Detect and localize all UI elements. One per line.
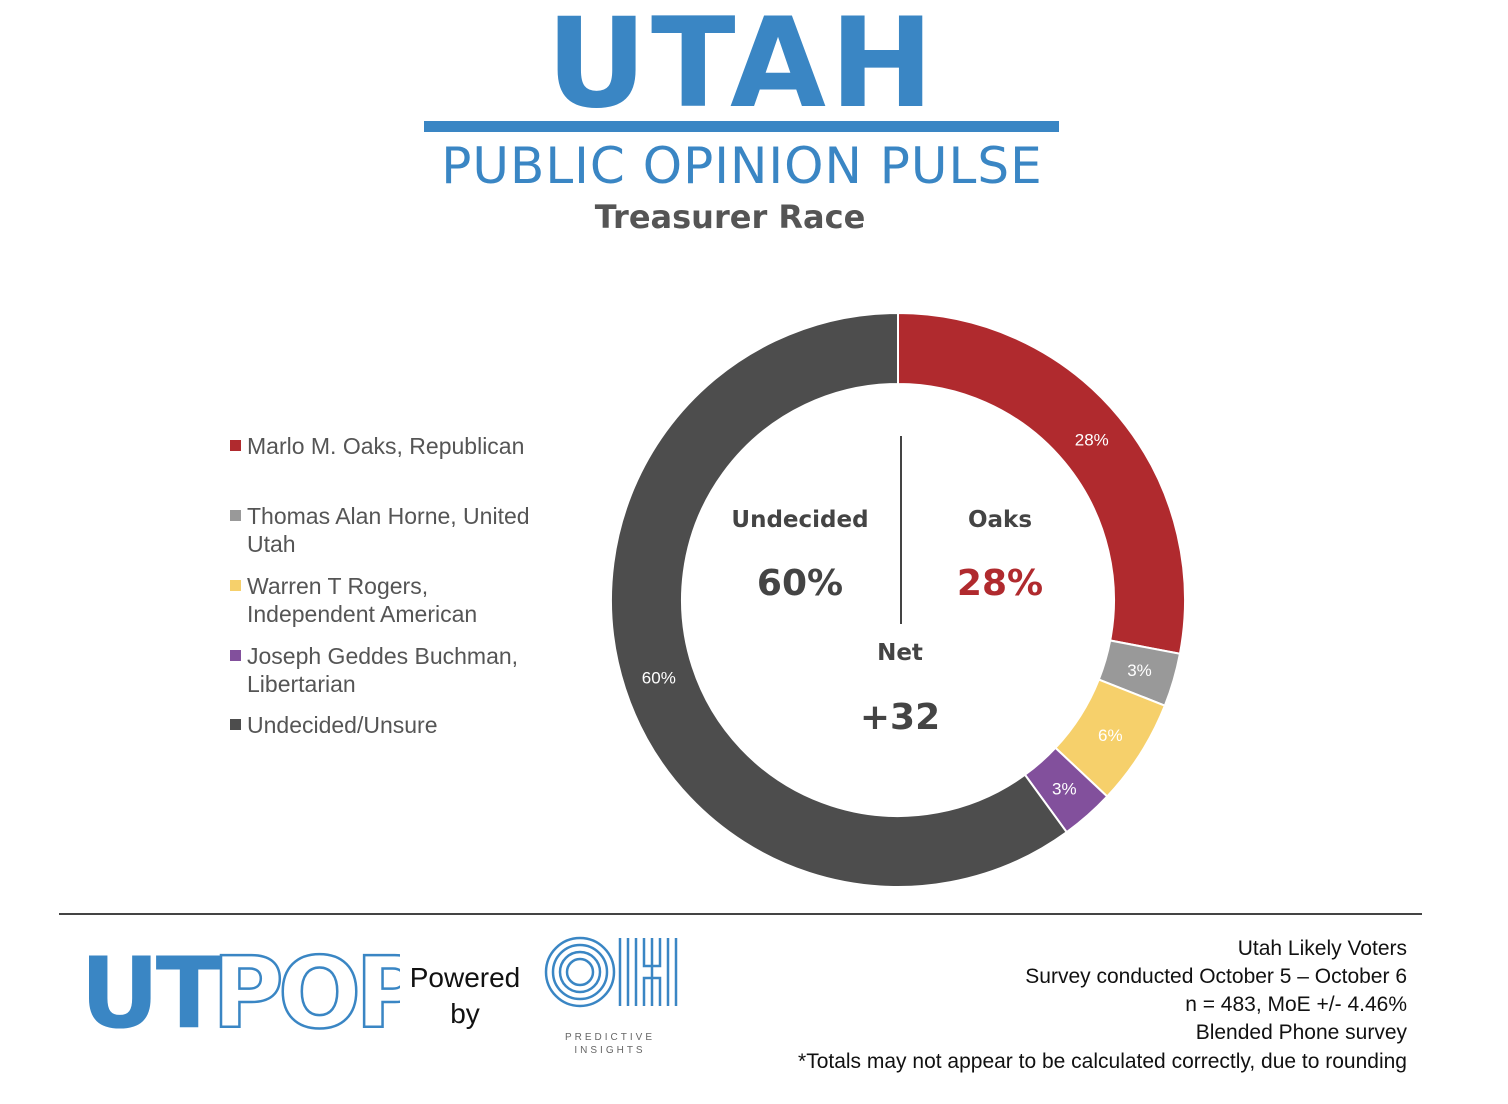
legend-swatch xyxy=(230,440,241,451)
powered-by-line: Powered xyxy=(409,962,521,993)
donut-slices xyxy=(610,311,1186,888)
legend-item-undecided: Undecided/Unsure xyxy=(230,711,550,739)
legend-label: Utah xyxy=(247,531,296,557)
page-subtitle: PUBLIC OPINION PULSE xyxy=(441,137,1043,195)
footnote-sample: n = 483, MoE +/- 4.46% xyxy=(1185,993,1407,1016)
net-value: +32 xyxy=(859,697,941,738)
oh-caption-line: PREDICTIVE xyxy=(564,1032,655,1043)
oh-logo-caption: PREDICTIVE INSIGHTS xyxy=(540,1031,680,1057)
donut-slice-label-0: 28% xyxy=(1075,431,1109,450)
utah-logo-title: UTAH xyxy=(546,0,938,136)
legend-swatch xyxy=(230,510,241,521)
footnote-population: Utah Likely Voters xyxy=(1237,937,1407,960)
footnote-dates: Survey conducted October 5 – October 6 xyxy=(1025,965,1407,988)
legend-swatch xyxy=(230,650,241,661)
donut-slice-label-2: 6% xyxy=(1098,726,1123,745)
legend-label: Thomas Alan Horne, United xyxy=(247,503,530,529)
net-label: Net xyxy=(877,640,923,666)
center-left-value: 60% xyxy=(756,563,844,604)
donut-slice-label-4: 60% xyxy=(642,669,676,688)
legend-item-buchman: Joseph Geddes Buchman, Libertarian xyxy=(230,642,550,698)
legend-label: Libertarian xyxy=(247,671,356,697)
utpop-logo-pop: POP xyxy=(212,943,400,1033)
oh-predictive-insights-logo xyxy=(544,936,678,1008)
legend-swatch xyxy=(230,719,241,730)
legend-label: Joseph Geddes Buchman, xyxy=(247,643,519,669)
utpop-logo-ut: UT xyxy=(80,943,223,1033)
title-divider xyxy=(424,121,1059,132)
chart-title: Treasurer Race xyxy=(594,198,866,236)
center-left-label: Undecided xyxy=(731,507,869,533)
footnote-method: Blended Phone survey xyxy=(1195,1021,1407,1044)
legend-item-horne: Thomas Alan Horne, United Utah xyxy=(230,502,550,558)
legend-swatch xyxy=(230,580,241,591)
utpop-logo: UT POP xyxy=(80,943,400,1033)
powered-by-text: Powered by xyxy=(400,960,530,1032)
center-divider xyxy=(900,436,902,624)
legend-label: Independent American xyxy=(247,601,478,627)
donut-chart: 28% 3% 6% 3% 60% xyxy=(610,311,1186,888)
legend-label: Marlo M. Oaks, Republican xyxy=(247,433,525,459)
footnote-rounding: *Totals may not appear to be calculated … xyxy=(798,1050,1407,1073)
legend-item-oaks: Marlo M. Oaks, Republican xyxy=(230,432,550,460)
donut-slice-label-3: 3% xyxy=(1052,780,1077,799)
center-right-value: 28% xyxy=(956,563,1044,604)
donut-slice-label-1: 3% xyxy=(1127,661,1152,680)
donut-slice-4 xyxy=(610,311,1069,888)
legend-label: Warren T Rogers, xyxy=(247,573,429,599)
legend-label: Undecided/Unsure xyxy=(247,712,438,738)
powered-by-line: by xyxy=(450,998,480,1029)
footer-divider xyxy=(59,913,1422,915)
center-right-label: Oaks xyxy=(967,507,1033,533)
donut-slice-labels: 28% 3% 6% 3% 60% xyxy=(642,431,1152,799)
oh-caption-line: INSIGHTS xyxy=(574,1045,646,1056)
legend-item-rogers: Warren T Rogers, Independent American xyxy=(230,572,550,628)
